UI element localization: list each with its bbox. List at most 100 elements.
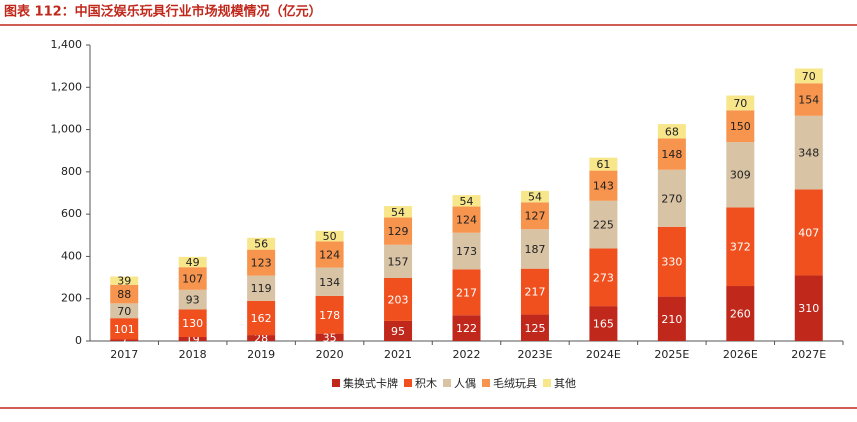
bar-segment bbox=[726, 110, 755, 143]
bar-segment bbox=[794, 83, 823, 116]
bar-segment bbox=[726, 95, 755, 111]
value-label: 273 bbox=[593, 271, 614, 284]
bar-segment bbox=[384, 206, 413, 218]
value-label: 107 bbox=[182, 273, 203, 286]
value-label: 122 bbox=[456, 322, 477, 335]
bar-segment bbox=[520, 314, 549, 341]
value-label: 143 bbox=[593, 180, 614, 193]
value-label: 270 bbox=[661, 192, 682, 205]
value-label: 260 bbox=[730, 308, 751, 321]
bar-segment bbox=[110, 318, 139, 340]
value-label: 162 bbox=[251, 312, 272, 325]
y-tick-label: 800 bbox=[61, 165, 82, 178]
value-label: 93 bbox=[186, 294, 200, 307]
bar-segment bbox=[178, 289, 207, 310]
bar-segment bbox=[315, 230, 344, 242]
value-label: 54 bbox=[391, 206, 405, 219]
legend-swatch bbox=[443, 379, 451, 387]
bar-segment bbox=[178, 267, 207, 290]
value-label: 173 bbox=[456, 245, 477, 258]
value-label: 309 bbox=[730, 169, 751, 182]
y-tick-label: 1,400 bbox=[51, 38, 83, 51]
value-label: 125 bbox=[524, 322, 545, 335]
chart-title: 图表 112：中国泛娱乐玩具行业市场规模情况（亿元） bbox=[4, 4, 322, 20]
bar-segment bbox=[726, 142, 755, 208]
bar-segment bbox=[178, 309, 207, 337]
bar-segment bbox=[726, 286, 755, 341]
x-tick-label: 2023E bbox=[517, 348, 552, 361]
value-label: 70 bbox=[802, 70, 816, 83]
x-tick-label: 2019 bbox=[247, 348, 275, 361]
bar-segment bbox=[247, 335, 276, 341]
bar-segment bbox=[178, 336, 207, 341]
bar-segment bbox=[657, 124, 686, 139]
y-tick-label: 200 bbox=[61, 292, 82, 305]
bar-segment bbox=[794, 189, 823, 276]
value-label: 217 bbox=[524, 286, 545, 299]
value-label: 165 bbox=[593, 318, 614, 331]
x-tick-label: 2027E bbox=[791, 348, 826, 361]
value-label: 217 bbox=[456, 286, 477, 299]
value-label: 101 bbox=[114, 323, 135, 336]
bar-segment bbox=[178, 256, 207, 268]
bar-segment bbox=[794, 68, 823, 84]
x-tick-label: 2024E bbox=[586, 348, 621, 361]
value-label: 28 bbox=[254, 332, 268, 345]
bar-segment bbox=[247, 275, 276, 301]
x-tick-label: 2020 bbox=[316, 348, 344, 361]
legend-swatch bbox=[404, 379, 412, 387]
legend-label: 积木 bbox=[415, 377, 437, 390]
value-label: 348 bbox=[798, 147, 819, 160]
value-label: 127 bbox=[524, 210, 545, 223]
bar-segment bbox=[589, 170, 618, 201]
value-label: 130 bbox=[182, 317, 203, 330]
bar-segment bbox=[384, 217, 413, 245]
legend-label: 人偶 bbox=[454, 377, 476, 390]
bar-segment bbox=[384, 277, 413, 321]
bar-segment bbox=[315, 267, 344, 296]
y-tick-label: 1,200 bbox=[51, 80, 83, 93]
x-tick-label: 2017 bbox=[110, 348, 138, 361]
bar-segment bbox=[110, 339, 139, 341]
bar-segment bbox=[657, 296, 686, 341]
bar-segment bbox=[247, 300, 276, 336]
legend-swatch bbox=[332, 379, 340, 387]
bar-segment bbox=[520, 202, 549, 230]
bar-segment bbox=[247, 249, 276, 276]
x-tick-label: 2026E bbox=[723, 348, 758, 361]
y-tick-label: 0 bbox=[75, 334, 82, 347]
value-label: 330 bbox=[661, 256, 682, 269]
x-tick-label: 2025E bbox=[654, 348, 689, 361]
y-tick-label: 600 bbox=[61, 207, 82, 220]
bar-segment bbox=[589, 306, 618, 341]
value-label: 310 bbox=[798, 302, 819, 315]
value-label: 50 bbox=[323, 230, 337, 243]
value-label: 157 bbox=[388, 255, 409, 268]
x-tick-label: 2018 bbox=[179, 348, 207, 361]
value-label: 70 bbox=[733, 97, 747, 110]
value-label: 7 bbox=[121, 334, 128, 347]
value-label: 210 bbox=[661, 313, 682, 326]
bar-segment bbox=[794, 275, 823, 341]
legend-swatch bbox=[482, 379, 490, 387]
bar-segment bbox=[589, 157, 618, 171]
value-label: 68 bbox=[665, 125, 679, 138]
value-label: 88 bbox=[117, 288, 131, 301]
value-label: 187 bbox=[524, 243, 545, 256]
y-tick-label: 1,000 bbox=[51, 123, 83, 136]
y-tick-label: 400 bbox=[61, 249, 82, 262]
bar-segment bbox=[794, 115, 823, 190]
bar-segment bbox=[589, 200, 618, 249]
bar-segment bbox=[110, 303, 139, 319]
value-label: 134 bbox=[319, 276, 340, 289]
x-tick-label: 2021 bbox=[384, 348, 412, 361]
legend-label: 毛绒玩具 bbox=[493, 377, 537, 390]
bar-segment bbox=[315, 333, 344, 341]
value-label: 148 bbox=[661, 148, 682, 161]
bar-segment bbox=[315, 241, 344, 268]
value-label: 178 bbox=[319, 309, 340, 322]
bar-segment bbox=[657, 169, 686, 227]
bar-segment bbox=[452, 195, 481, 207]
legend-label: 集换式卡牌 bbox=[343, 376, 398, 390]
